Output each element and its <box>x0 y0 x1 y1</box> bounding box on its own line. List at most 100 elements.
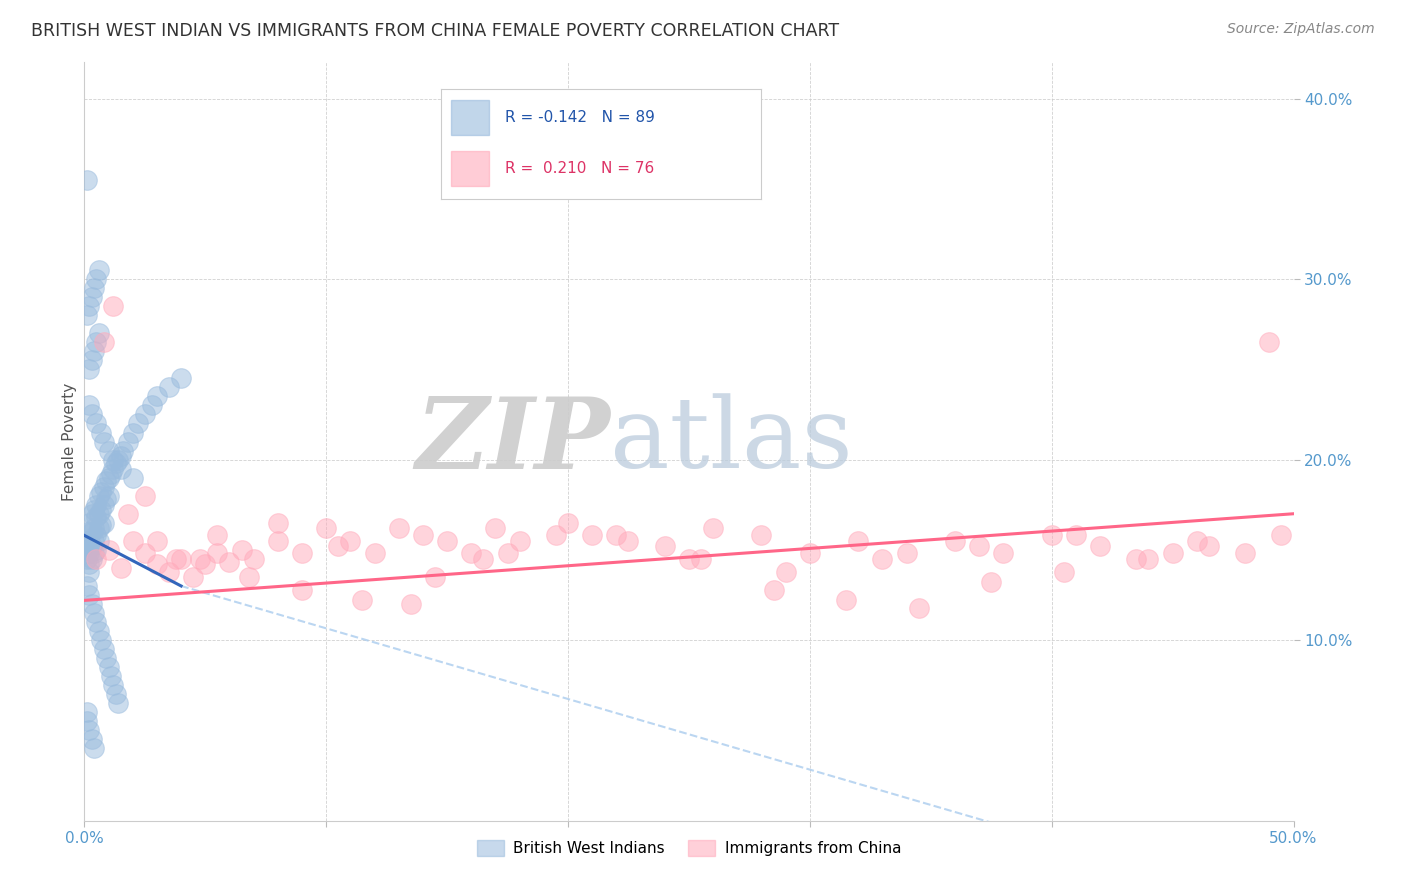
Point <box>121 425 143 440</box>
Point <box>134 408 156 422</box>
Point <box>80 597 103 611</box>
Point <box>87 624 110 639</box>
Point <box>83 344 105 359</box>
Point <box>76 706 98 720</box>
Point <box>112 443 135 458</box>
Point <box>76 524 98 539</box>
Point <box>1137 552 1160 566</box>
Point <box>762 582 785 597</box>
Point <box>993 546 1015 560</box>
Point <box>967 539 990 553</box>
Point <box>121 470 143 484</box>
Point <box>412 528 434 542</box>
Point <box>399 597 422 611</box>
Point <box>107 696 129 710</box>
Point <box>86 552 108 566</box>
Point <box>291 546 314 560</box>
Point <box>87 263 110 277</box>
Point <box>1270 528 1292 542</box>
Point <box>94 475 117 489</box>
Point <box>77 362 100 376</box>
Point <box>557 516 579 530</box>
Point <box>388 521 411 535</box>
Point <box>93 434 115 449</box>
Point <box>80 732 103 747</box>
Point <box>117 434 139 449</box>
Point <box>97 542 120 557</box>
Text: atlas: atlas <box>610 393 853 490</box>
Y-axis label: Female Poverty: Female Poverty <box>62 383 77 500</box>
Point <box>83 546 105 560</box>
Point <box>181 570 204 584</box>
Point <box>1040 528 1063 542</box>
Point <box>835 593 858 607</box>
Point <box>97 660 120 674</box>
Point <box>93 642 115 657</box>
Point <box>86 272 108 286</box>
Point <box>77 516 100 530</box>
Point <box>77 546 100 560</box>
Point <box>80 507 103 521</box>
Point <box>460 546 482 560</box>
Point <box>103 452 125 467</box>
Point <box>83 741 105 756</box>
Point <box>90 425 112 440</box>
Point <box>363 546 385 560</box>
Point <box>110 561 132 575</box>
Point <box>87 326 110 341</box>
Point <box>76 308 98 322</box>
Point <box>146 389 169 403</box>
Point <box>77 533 100 548</box>
Point <box>1185 533 1208 548</box>
Point <box>97 443 120 458</box>
Point <box>103 299 125 313</box>
Point <box>157 380 180 394</box>
Point <box>1161 546 1184 560</box>
Point <box>980 575 1002 590</box>
Point <box>83 281 105 295</box>
Point <box>93 516 115 530</box>
Point <box>77 588 100 602</box>
Point <box>654 539 676 553</box>
Point <box>87 507 110 521</box>
Point <box>190 552 212 566</box>
Point <box>77 565 100 579</box>
Point <box>678 552 700 566</box>
Point <box>352 593 374 607</box>
Point <box>86 510 108 524</box>
Point <box>1088 539 1111 553</box>
Point <box>207 528 229 542</box>
Point <box>617 533 640 548</box>
Point <box>436 533 458 548</box>
Point <box>104 687 127 701</box>
Point <box>90 503 112 517</box>
Point <box>328 539 350 553</box>
Point <box>1125 552 1147 566</box>
Point <box>83 533 105 548</box>
Point <box>315 521 337 535</box>
Point <box>157 565 180 579</box>
Point <box>267 516 290 530</box>
Point <box>94 651 117 665</box>
Point <box>207 546 229 560</box>
Point <box>907 600 929 615</box>
Point <box>775 565 797 579</box>
Point <box>93 480 115 494</box>
Point <box>86 528 108 542</box>
Point <box>751 528 773 542</box>
Point <box>134 489 156 503</box>
Point <box>170 371 193 385</box>
Point <box>141 399 163 413</box>
Point <box>100 669 122 683</box>
Point <box>242 552 264 566</box>
Point <box>496 546 519 560</box>
Point <box>690 552 713 566</box>
Point <box>83 503 105 517</box>
Point <box>76 552 98 566</box>
Point <box>77 299 100 313</box>
Point <box>1258 335 1281 350</box>
Point <box>1234 546 1257 560</box>
Point <box>94 492 117 507</box>
Point <box>86 417 108 431</box>
Point <box>80 539 103 553</box>
